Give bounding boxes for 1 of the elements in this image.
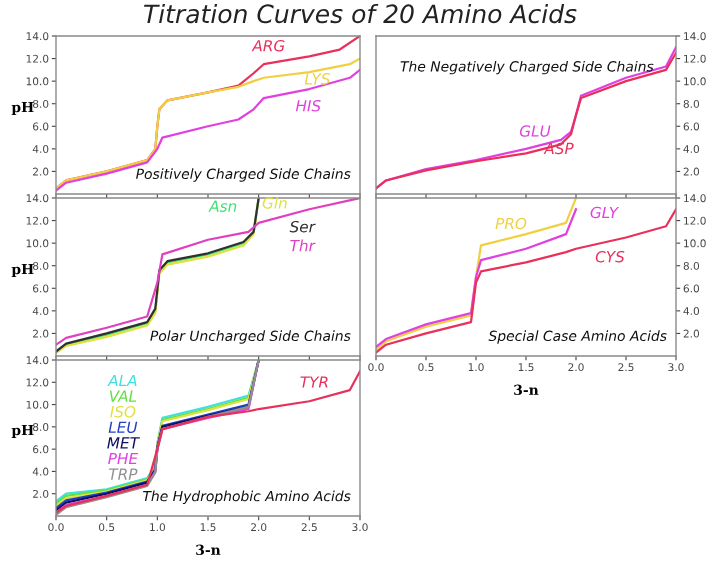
chart-title: Titration Curves of 20 Amino Acids bbox=[144, 3, 577, 24]
